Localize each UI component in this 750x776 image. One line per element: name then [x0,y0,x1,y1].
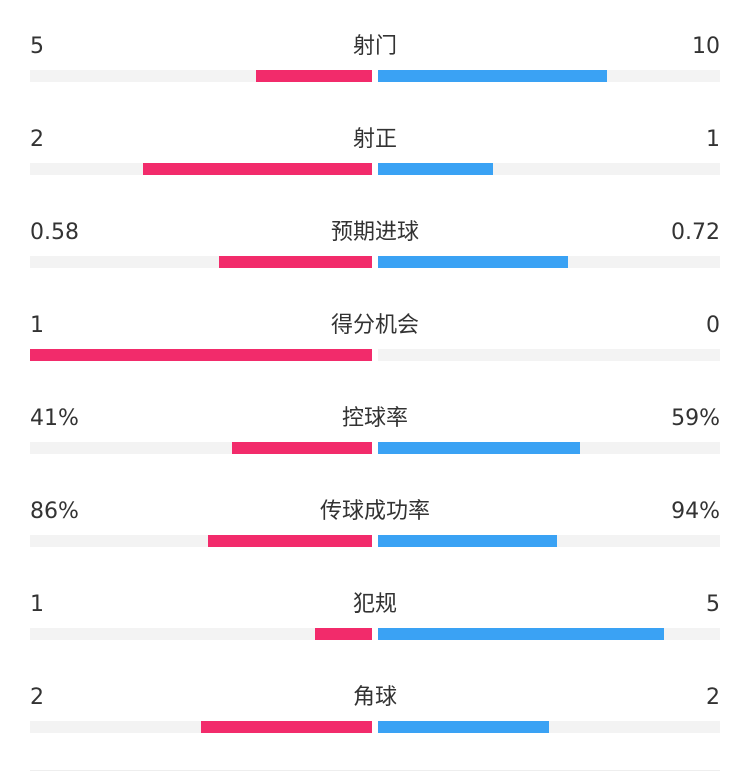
away-bar-track [378,163,720,175]
home-bar-fill [314,628,372,640]
home-bar-track [30,163,372,175]
home-bar-track [30,256,372,268]
away-bar-fill [378,628,664,640]
away-value: 59% [671,406,720,431]
home-value: 2 [30,685,44,710]
home-bar-track [30,535,372,547]
away-bar-fill [378,163,493,175]
stat-row-fouls: 1 犯规 5 [0,590,750,683]
stat-row-corners: 2 角球 2 [0,683,750,776]
home-bar-track [30,349,372,361]
home-bar-fill [255,70,372,82]
stat-label: 犯规 [352,592,397,617]
away-value: 2 [706,685,720,710]
home-bar-track [30,628,372,640]
away-bar-track [378,256,720,268]
away-bar-track [378,535,720,547]
home-bar-fill [218,256,372,268]
home-bar-track [30,442,372,454]
away-bar-fill [378,442,580,454]
away-bar-track [378,721,720,733]
home-bar-fill [201,721,372,733]
home-bar-fill [142,163,372,175]
away-value: 0.72 [671,220,720,245]
home-bar-fill [207,535,372,547]
away-bar-fill [378,256,569,268]
stat-label: 预期进球 [330,220,419,245]
away-value: 5 [706,592,720,617]
home-bar-fill [30,349,372,361]
stat-label: 射门 [352,34,397,59]
home-value: 1 [30,592,44,617]
stat-label: 射正 [352,127,397,152]
away-value: 0 [706,313,720,338]
away-bar-track [378,70,720,82]
away-bar-track [378,442,720,454]
home-value: 1 [30,313,44,338]
stat-label: 控球率 [341,406,408,431]
away-value: 1 [706,127,720,152]
away-bar-fill [378,721,549,733]
stat-row-shots: 5 射门 10 [0,32,750,125]
home-value: 5 [30,34,44,59]
home-bar-track [30,70,372,82]
bottom-divider [30,770,720,771]
stat-row-possession: 41% 控球率 59% [0,404,750,497]
stat-row-pass-accuracy: 86% 传球成功率 94% [0,497,750,590]
away-value: 10 [692,34,720,59]
home-value: 86% [30,499,79,524]
home-value: 0.58 [30,220,79,245]
stat-row-big-chances: 1 得分机会 0 [0,311,750,404]
stat-label: 得分机会 [330,313,419,338]
home-bar-fill [231,442,372,454]
away-bar-track [378,349,720,361]
stat-row-shots-on-target: 2 射正 1 [0,125,750,218]
stat-label: 角球 [352,685,397,710]
home-value: 2 [30,127,44,152]
away-bar-fill [378,535,558,547]
stat-label: 传球成功率 [319,499,430,524]
stat-row-expected-goals: 0.58 预期进球 0.72 [0,218,750,311]
home-bar-track [30,721,372,733]
away-value: 94% [671,499,720,524]
home-value: 41% [30,406,79,431]
away-bar-fill [378,70,608,82]
away-bar-track [378,628,720,640]
